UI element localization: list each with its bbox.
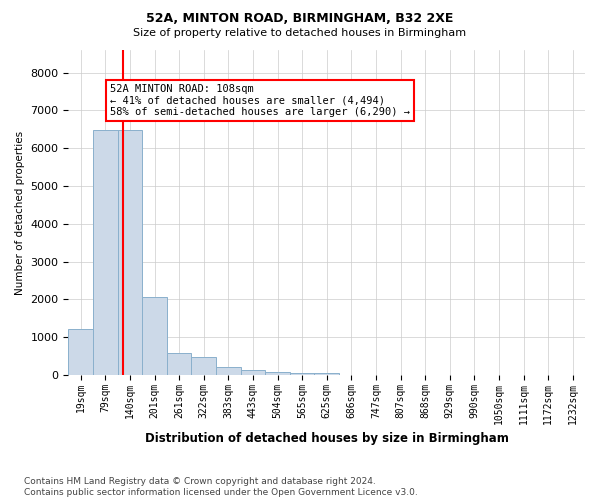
Text: 52A, MINTON ROAD, BIRMINGHAM, B32 2XE: 52A, MINTON ROAD, BIRMINGHAM, B32 2XE: [146, 12, 454, 26]
Bar: [265, 372, 290, 375]
Text: Contains public sector information licensed under the Open Government Licence v3: Contains public sector information licen…: [24, 488, 418, 497]
Bar: [142, 298, 167, 375]
Text: 52A MINTON ROAD: 108sqm
← 41% of detached houses are smaller (4,494)
58% of semi: 52A MINTON ROAD: 108sqm ← 41% of detache…: [110, 84, 410, 117]
Bar: [241, 370, 265, 375]
Bar: [216, 368, 241, 375]
Y-axis label: Number of detached properties: Number of detached properties: [15, 130, 25, 294]
X-axis label: Distribution of detached houses by size in Birmingham: Distribution of detached houses by size …: [145, 432, 509, 445]
Bar: [93, 130, 118, 375]
Text: Size of property relative to detached houses in Birmingham: Size of property relative to detached ho…: [133, 28, 467, 38]
Bar: [290, 373, 314, 375]
Bar: [118, 130, 142, 375]
Bar: [167, 353, 191, 375]
Text: Contains HM Land Registry data © Crown copyright and database right 2024.: Contains HM Land Registry data © Crown c…: [24, 477, 376, 486]
Bar: [68, 329, 93, 375]
Bar: [191, 357, 216, 375]
Bar: [314, 373, 339, 375]
